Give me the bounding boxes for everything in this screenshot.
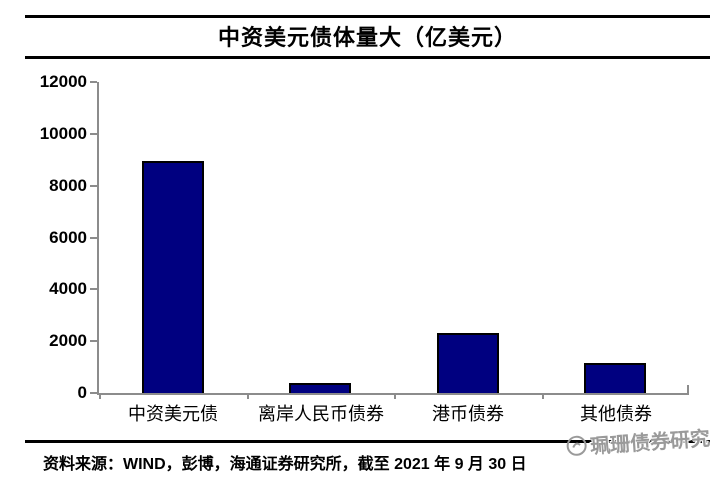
y-axis-tick-label: 8000 — [49, 175, 87, 195]
x-axis-tick-mark — [99, 393, 101, 399]
y-axis-tick-mark — [90, 236, 97, 239]
watermark-logo-icon — [566, 435, 587, 456]
footer-rule — [25, 440, 710, 443]
bar — [584, 363, 646, 393]
x-axis-tick-mark — [247, 393, 249, 399]
y-axis-tick-mark — [90, 184, 97, 187]
y-axis-tick-mark — [90, 392, 97, 394]
source-note: 资料来源：WIND，彭博，海通证券研究所，截至 2021 年 9 月 30 日 — [43, 456, 527, 473]
x-axis-category-label: 离岸人民币债券 — [258, 404, 384, 424]
watermark: 珮珊债券研究 — [565, 422, 711, 461]
x-axis-tick-mark — [394, 393, 396, 399]
bar — [289, 383, 351, 393]
y-axis-tick-mark — [90, 81, 97, 83]
y-axis-tick-label: 2000 — [49, 331, 87, 351]
x-axis-tick-mark — [542, 393, 544, 399]
x-axis-category-label: 中资美元债 — [128, 404, 218, 424]
y-axis-tick-mark — [90, 132, 97, 135]
x-axis-category-label: 港币债券 — [432, 404, 504, 424]
top-rule — [25, 15, 710, 18]
x-axis-end-tick — [687, 385, 689, 393]
y-axis-tick-label: 12000 — [39, 72, 87, 91]
y-axis-tick-label: 10000 — [39, 123, 87, 143]
y-axis-tick-label: 4000 — [49, 279, 87, 299]
plot-area: 0 2000 4000 6000 8000 10000 12000 中资美元债 离岸人民币债券 港… — [40, 72, 689, 424]
y-axis-tick-mark — [90, 340, 97, 343]
y-axis-tick-label: 6000 — [49, 227, 87, 247]
bar — [142, 161, 204, 393]
y-axis-tick-label: 0 — [77, 383, 87, 402]
y-axis-tick-mark — [90, 288, 97, 291]
chart-title: 中资美元债体量大（亿美元） — [217, 25, 517, 50]
bar — [437, 333, 499, 393]
x-axis-category-label: 其他债券 — [580, 404, 652, 424]
title-underline-rule — [25, 56, 710, 59]
